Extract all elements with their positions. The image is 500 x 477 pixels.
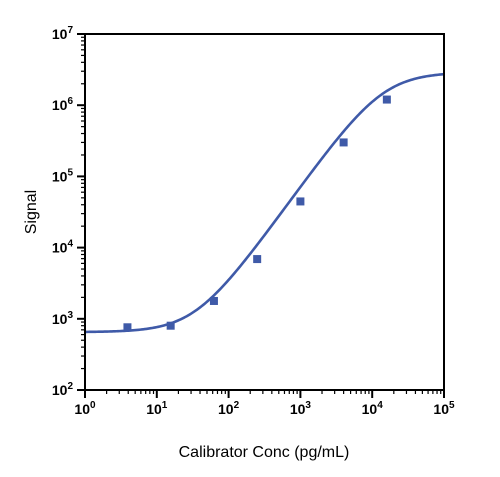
y-tick-label: 102 xyxy=(52,381,74,398)
data-point xyxy=(166,321,175,330)
x-tick-labels: 100 101 102 103 104 105 xyxy=(74,400,455,417)
data-points xyxy=(123,95,391,332)
x-tick-label: 102 xyxy=(218,400,240,417)
data-point xyxy=(382,95,391,104)
data-point xyxy=(253,255,262,264)
data-point xyxy=(339,138,348,147)
y-tick-label: 106 xyxy=(52,96,74,113)
x-tick-label: 104 xyxy=(362,400,384,417)
x-tick-label: 103 xyxy=(290,400,312,417)
x-axis-title: Calibrator Conc (pg/mL) xyxy=(179,444,350,461)
y-tick-label: 105 xyxy=(52,167,74,184)
y-tick-label: 107 xyxy=(52,25,74,42)
y-tick-label: 104 xyxy=(52,239,74,256)
data-point xyxy=(123,323,132,332)
plot-frame xyxy=(84,33,445,391)
x-tick-label: 101 xyxy=(146,400,168,417)
y-tick-label: 103 xyxy=(52,310,74,327)
x-tick-label: 100 xyxy=(74,400,96,417)
x-tick-label: 105 xyxy=(433,400,455,417)
y-axis-title: Signal xyxy=(23,190,40,234)
data-point xyxy=(296,197,305,206)
fit-curve xyxy=(84,72,445,334)
data-point xyxy=(209,296,218,305)
y-tick-labels: 102 103 104 105 106 107 xyxy=(52,25,74,398)
